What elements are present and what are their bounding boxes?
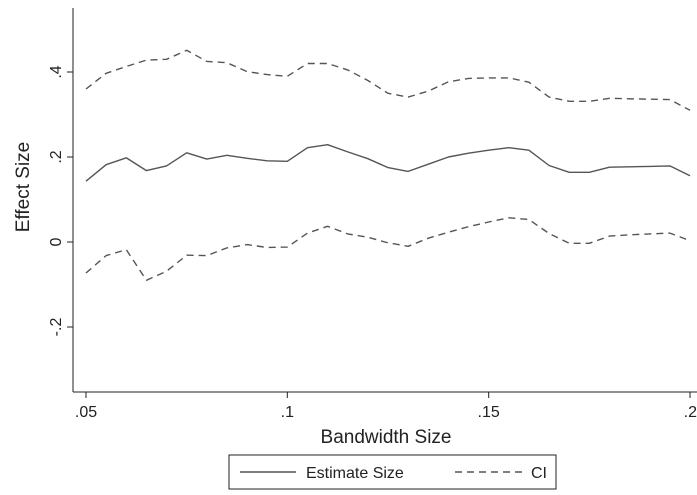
x-tick-label: .2 <box>684 404 697 421</box>
x-axis-title: Bandwidth Size <box>321 427 452 448</box>
x-tick-label: .1 <box>281 404 294 421</box>
legend-label: CI <box>531 465 547 482</box>
x-tick-label: .05 <box>75 404 97 421</box>
series-line-0 <box>85 143 691 182</box>
series-line-1 <box>85 49 691 111</box>
y-axis-title: Effect Size <box>13 142 34 232</box>
legend-label: Estimate Size <box>306 465 404 482</box>
series-line-2 <box>85 217 691 281</box>
y-tick-label: .2 <box>48 150 65 163</box>
series-layer <box>85 49 691 281</box>
legend: Estimate Size CI <box>228 454 557 490</box>
y-tick-label: .4 <box>48 65 65 78</box>
x-tick-label: .15 <box>478 404 500 421</box>
y-tick-label: -.2 <box>48 318 65 337</box>
y-tick-label: 0 <box>48 237 65 246</box>
axes-layer: -.2 0 .2 .4 .05 .1 .15 .2 <box>48 8 697 421</box>
